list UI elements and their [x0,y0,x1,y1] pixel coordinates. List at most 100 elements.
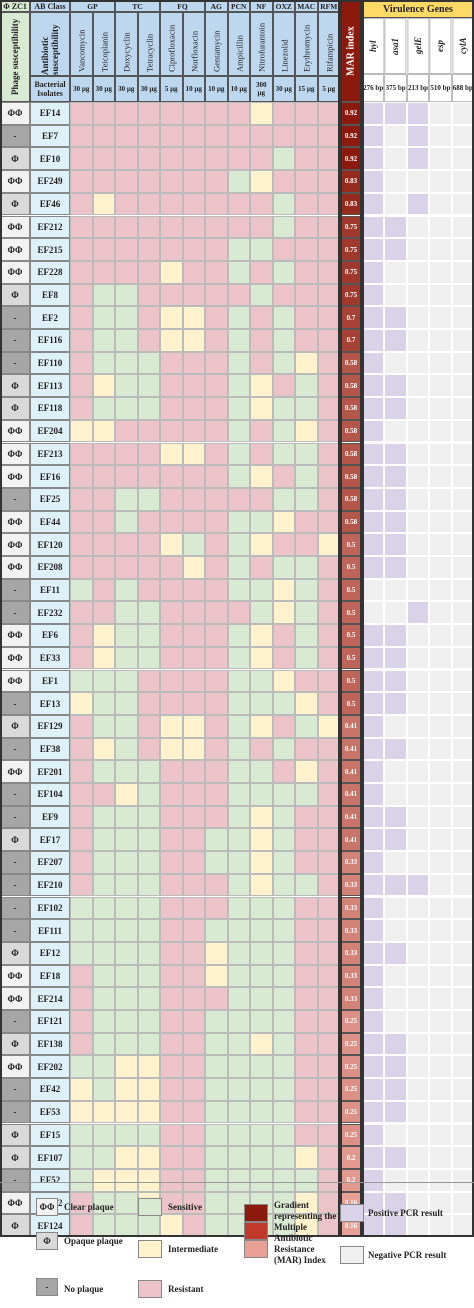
gene-name-header: gelE [406,18,430,74]
antibiotic-name-header: Nitrofurantoin [250,12,273,76]
gene-result-cell [384,919,407,942]
ab-result-cell [317,760,340,783]
gene-result-cell [362,1032,385,1056]
gene-result-cell [362,306,385,329]
ab-result-cell [295,1168,318,1192]
gene-result-cell [406,351,430,375]
ab-result-cell [205,1032,228,1056]
ab-result-cell [115,941,138,965]
ab-result-cell [272,238,295,261]
ab-result-cell [317,896,340,920]
ab-result-cell [250,578,273,602]
gene-result-cell [451,624,474,647]
ab-result-cell [70,692,93,715]
ab-result-cell [317,556,340,579]
isolate-cell: EF8 [30,283,70,307]
gene-result-cell [406,760,430,783]
gene-result-cell [384,1123,407,1147]
gene-result-cell [429,1078,452,1101]
ab-result-cell [92,578,115,602]
ab-result-cell [295,578,318,602]
mar-cell: 0.75 [340,283,362,307]
ab-result-cell [115,442,138,466]
gene-result-cell [384,192,407,216]
ab-result-cell [92,1191,115,1215]
isolate-cell: EF2 [30,306,70,329]
ab-result-cell [272,170,295,193]
ab-result-cell [250,851,273,874]
ab-result-cell [137,351,160,375]
gene-result-cell [429,102,452,125]
ab-result-cell [92,487,115,511]
mar-cell: 0.33 [340,941,362,965]
ab-result-cell [227,692,250,715]
gene-result-cell [429,510,452,534]
ab-result-cell [227,306,250,329]
ab-result-cell [92,783,115,806]
gene-result-cell [384,283,407,307]
ab-result-cell [92,714,115,738]
gene-result-cell [362,1123,385,1147]
ab-result-cell [205,941,228,965]
ab-result-cell [295,215,318,239]
gene-result-cell [406,1010,430,1033]
gene-result-cell [429,465,452,488]
ab-result-cell [295,374,318,398]
gene-result-cell [451,1032,474,1056]
gene-result-cell [362,624,385,647]
isolate-cell: EF201 [30,760,70,783]
ab-result-cell [250,306,273,329]
phage-cell: Φ [0,192,30,216]
ab-result-cell [317,941,340,965]
ab-result-cell [137,964,160,988]
gene-result-cell [451,260,474,284]
ab-result-cell [250,919,273,942]
mar-cell: 0.58 [340,419,362,443]
phage-cell: ΦΦ [0,465,30,488]
ab-result-cell [227,714,250,738]
ab-result-cell [92,238,115,261]
isolate-cell: EF207 [30,851,70,874]
ab-result-cell [250,896,273,920]
ab-result-cell [115,192,138,216]
ab-result-cell [250,487,273,511]
ab-result-cell [272,987,295,1010]
ab-result-cell [182,1168,205,1192]
gene-result-cell [362,805,385,829]
gene-result-cell [429,896,452,920]
gene-result-cell [451,556,474,579]
ab-result-cell [317,533,340,556]
legend-intermediate-label: Intermediate [168,1244,218,1254]
legend-positive-swatch [340,1204,364,1222]
ab-result-cell [250,465,273,488]
ab-result-cell [317,1010,340,1033]
ab-result-cell [227,1100,250,1124]
phage-cell: - [0,873,30,897]
ab-result-cell [115,170,138,193]
isolate-cell: EF46 [30,192,70,216]
ab-result-cell [182,510,205,534]
isolate-cell: EF202 [30,1055,70,1079]
gene-result-cell [406,260,430,284]
ab-result-cell [182,760,205,783]
ab-result-cell [295,1010,318,1033]
ab-result-cell [182,987,205,1010]
phage-cell: ΦΦ [0,170,30,193]
gene-result-cell [384,147,407,171]
gene-result-cell [429,147,452,171]
ab-result-cell [92,419,115,443]
ab-result-cell [92,669,115,693]
ab-result-cell [160,510,183,534]
isolate-cell: EF208 [30,556,70,579]
gene-result-cell [362,238,385,261]
gene-result-cell [451,601,474,625]
ab-result-cell [317,170,340,193]
ab-result-cell [137,147,160,171]
ab-result-cell [272,147,295,171]
ab-result-cell [250,624,273,647]
ab-result-cell [115,987,138,1010]
ab-result-cell [115,1100,138,1124]
antibiotic-name-header: Linezolid [272,12,295,76]
ab-result-cell [295,805,318,829]
ab-result-cell [115,419,138,443]
